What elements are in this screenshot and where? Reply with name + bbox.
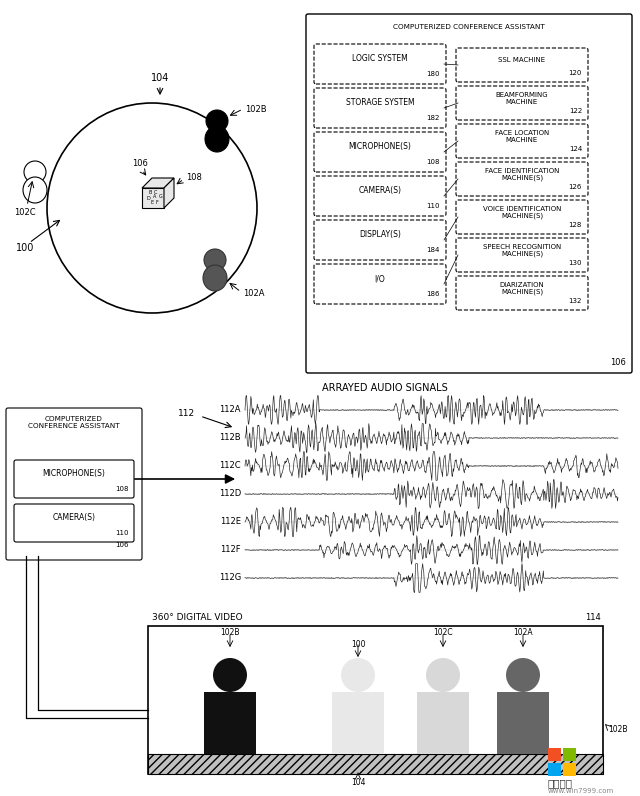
Text: STORAGE SYSTEM: STORAGE SYSTEM: [346, 98, 414, 107]
Circle shape: [341, 658, 375, 692]
Text: 112F: 112F: [220, 545, 241, 555]
Text: 186: 186: [426, 291, 440, 297]
Text: D: D: [146, 196, 150, 201]
Polygon shape: [142, 188, 164, 208]
Text: 184: 184: [427, 247, 440, 253]
Text: 102A: 102A: [513, 628, 533, 637]
Text: 128: 128: [568, 222, 582, 228]
Bar: [417, 692, 469, 754]
Bar: [548, 763, 561, 776]
Ellipse shape: [203, 265, 227, 291]
Text: 系统半分: 系统半分: [548, 778, 573, 788]
Text: COMPUTERIZED CONFERENCE ASSISTANT: COMPUTERIZED CONFERENCE ASSISTANT: [393, 24, 545, 30]
Text: G: G: [159, 194, 163, 200]
Text: MICROPHONE(S): MICROPHONE(S): [43, 470, 106, 478]
Text: 126: 126: [568, 184, 582, 190]
Text: 124: 124: [569, 146, 582, 152]
Text: 102B: 102B: [220, 628, 240, 637]
Text: I/O: I/O: [374, 274, 385, 283]
Text: 180: 180: [426, 71, 440, 77]
Text: 360° DIGITAL VIDEO: 360° DIGITAL VIDEO: [152, 613, 243, 622]
Text: 102B: 102B: [245, 104, 267, 114]
Text: 112A: 112A: [220, 405, 241, 415]
Text: F: F: [156, 200, 158, 205]
Text: 102B: 102B: [608, 724, 627, 733]
Text: LOGIC SYSTEM: LOGIC SYSTEM: [352, 54, 408, 63]
Text: CAMERA(S): CAMERA(S): [358, 186, 401, 195]
Text: MICROPHONE(S): MICROPHONE(S): [349, 142, 412, 151]
Text: 114: 114: [585, 613, 601, 622]
Circle shape: [506, 658, 540, 692]
Text: E: E: [150, 200, 154, 205]
Text: 106: 106: [115, 542, 129, 548]
Text: 102C: 102C: [14, 208, 36, 217]
Text: VOICE IDENTIFICATION
MACHINE(S): VOICE IDENTIFICATION MACHINE(S): [483, 205, 561, 219]
Circle shape: [206, 110, 228, 132]
Text: C: C: [154, 189, 157, 194]
Text: CAMERA(S): CAMERA(S): [52, 513, 95, 522]
Text: 108: 108: [186, 174, 202, 182]
Text: 110: 110: [115, 530, 129, 536]
Text: FACE IDENTIFICATION
MACHINE(S): FACE IDENTIFICATION MACHINE(S): [485, 168, 559, 181]
Text: 106: 106: [610, 358, 626, 367]
Circle shape: [426, 658, 460, 692]
Bar: [563, 748, 576, 761]
Ellipse shape: [205, 126, 229, 152]
Text: SSL MACHINE: SSL MACHINE: [499, 57, 545, 64]
Text: COMPUTERIZED
CONFERENCE ASSISTANT: COMPUTERIZED CONFERENCE ASSISTANT: [28, 416, 120, 429]
Text: 182: 182: [427, 115, 440, 121]
Text: 112D: 112D: [219, 490, 241, 498]
Polygon shape: [142, 178, 174, 188]
Bar: [332, 692, 384, 754]
Bar: [497, 692, 549, 754]
Polygon shape: [164, 178, 174, 208]
Text: BEAMFORMING
MACHINE: BEAMFORMING MACHINE: [496, 92, 548, 105]
Text: DISPLAY(S): DISPLAY(S): [359, 230, 401, 239]
Bar: [204, 692, 256, 754]
Bar: [148, 626, 603, 774]
Text: 106: 106: [132, 159, 148, 168]
Text: 104: 104: [151, 73, 169, 83]
Ellipse shape: [23, 177, 47, 203]
Circle shape: [24, 161, 46, 183]
Text: 100: 100: [16, 243, 34, 253]
Bar: [548, 748, 561, 761]
Text: 108: 108: [115, 486, 129, 492]
Text: 104: 104: [351, 778, 365, 787]
Text: 100: 100: [351, 640, 365, 649]
Text: A: A: [154, 194, 157, 200]
Text: 112G: 112G: [219, 573, 241, 583]
Text: 112B: 112B: [220, 434, 241, 443]
Text: 102A: 102A: [243, 290, 264, 298]
Text: 130: 130: [568, 260, 582, 266]
Circle shape: [204, 249, 226, 271]
Text: 112: 112: [178, 408, 195, 417]
Text: B: B: [148, 189, 152, 194]
Text: ARRAYED AUDIO SIGNALS: ARRAYED AUDIO SIGNALS: [322, 383, 448, 393]
Text: 108: 108: [426, 159, 440, 165]
Text: 110: 110: [426, 203, 440, 209]
Text: 120: 120: [568, 70, 582, 76]
Text: 112E: 112E: [220, 517, 241, 526]
Circle shape: [213, 658, 247, 692]
Text: SPEECH RECOGNITION
MACHINE(S): SPEECH RECOGNITION MACHINE(S): [483, 244, 561, 257]
Text: FACE LOCATION
MACHINE: FACE LOCATION MACHINE: [495, 130, 549, 143]
Text: 122: 122: [569, 108, 582, 114]
Text: 102C: 102C: [433, 628, 453, 637]
Bar: [148, 754, 603, 774]
Text: 132: 132: [568, 298, 582, 304]
Bar: [563, 763, 576, 776]
Text: DIARIZATION
MACHINE(S): DIARIZATION MACHINE(S): [500, 282, 545, 295]
Text: 112C: 112C: [220, 462, 241, 470]
Text: www.win7999.com: www.win7999.com: [548, 788, 614, 794]
